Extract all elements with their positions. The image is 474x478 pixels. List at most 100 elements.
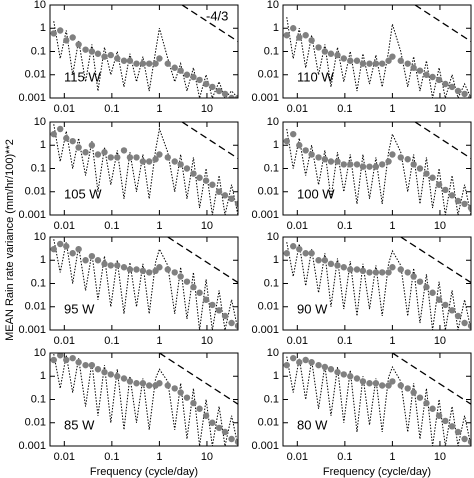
reference-slope-line <box>181 122 238 160</box>
spectrum-point <box>75 144 82 151</box>
spectrum-point <box>228 195 235 202</box>
y-tick-label: 0.01 <box>258 301 279 313</box>
spectrum-point <box>196 289 203 296</box>
spectrum-point <box>378 161 386 168</box>
spectrum-point <box>372 60 380 67</box>
spectrum-point <box>69 137 76 145</box>
x-tick-label: 1 <box>389 451 395 463</box>
spectrum-point <box>416 165 424 172</box>
spectrum-point <box>435 412 443 419</box>
spectrum-line <box>53 353 238 446</box>
spectrum-point <box>435 181 443 188</box>
spectrum-point <box>94 366 102 373</box>
spectrum-point <box>385 158 392 165</box>
plot-area <box>283 237 471 330</box>
spectrum-point <box>454 312 462 320</box>
x-tick-label: 0.1 <box>104 220 119 232</box>
spectrum-point <box>50 356 57 364</box>
spectrum-point <box>321 156 329 163</box>
spectrum-point <box>107 262 114 269</box>
spectrum-point <box>467 322 471 330</box>
reference-slope-line <box>392 353 471 405</box>
spectrum-point <box>283 250 290 257</box>
spectrum-point <box>353 266 361 273</box>
spectrum-point <box>75 245 82 253</box>
spectrum-point <box>353 375 361 382</box>
spectrum-point <box>126 378 134 385</box>
spectrum-point <box>107 154 114 161</box>
y-tick-label: 10 <box>267 231 279 243</box>
spectrum-point <box>397 266 404 273</box>
spectrum-point <box>215 424 223 432</box>
spectrum-point <box>101 149 108 156</box>
spectrum-point <box>372 269 380 276</box>
spectrum-point <box>209 419 216 426</box>
spectrum-point <box>139 267 147 275</box>
spectrum-point <box>378 382 386 389</box>
spectrum-point <box>334 368 341 376</box>
y-tick-label: 1 <box>273 370 279 382</box>
spectrum-point <box>215 307 223 314</box>
y-axis-label: MEAN Rain rate variance (mm/hr/100)**2 <box>4 139 16 341</box>
panel-label: 100 W <box>297 186 335 201</box>
spectrum-point <box>366 380 373 387</box>
spectrum-point <box>57 240 64 248</box>
spectrum-point <box>366 60 373 67</box>
spectrum-point <box>404 60 411 67</box>
reference-slope-line <box>159 353 238 405</box>
spectrum-point <box>215 87 223 95</box>
spectrum-point <box>359 267 367 275</box>
plot-area <box>50 237 238 330</box>
spectrum-point <box>321 48 329 55</box>
spectrum-point <box>416 67 424 74</box>
spectrum-point <box>442 417 449 425</box>
spectrum-point <box>50 245 57 253</box>
spectrum-point <box>94 257 102 264</box>
spectrum-point <box>429 73 436 81</box>
y-tick-label: 0.01 <box>25 417 46 429</box>
spectrum-point <box>50 30 57 37</box>
spectrum-point <box>82 257 89 264</box>
x-tick-label: 0.1 <box>104 103 119 115</box>
spectrum-point <box>448 307 456 314</box>
spectrum-point <box>107 371 114 378</box>
spectrum-point <box>327 50 335 57</box>
spectrum-point <box>442 301 449 309</box>
y-tick-label: 0.001 <box>18 440 46 452</box>
spectrum-point <box>228 319 235 327</box>
x-tick-label: 0.01 <box>54 103 75 115</box>
spectrum-point <box>454 197 462 205</box>
spectrum-point <box>321 363 329 371</box>
spectrum-point <box>177 389 184 396</box>
spectrum-point <box>359 60 367 67</box>
spectrum-point <box>283 361 290 369</box>
spectrum-point <box>234 322 238 330</box>
spectrum-point <box>340 371 347 378</box>
spectrum-line <box>53 21 238 98</box>
x-tick-label: 0.01 <box>287 103 308 115</box>
spectrum-point <box>202 80 210 88</box>
y-tick-label: 0.1 <box>264 277 279 289</box>
plot-frame <box>282 352 472 447</box>
spectrum-point <box>101 368 108 376</box>
spectrum-point <box>308 250 315 257</box>
plot-area <box>50 122 238 215</box>
spectrum-point <box>164 60 171 67</box>
plot-frame <box>282 4 472 99</box>
y-tick-label: 0.001 <box>18 92 46 104</box>
spectrum-point <box>114 154 121 161</box>
spectrum-point <box>114 55 121 62</box>
spectrum-point <box>461 435 468 443</box>
y-tick-label: 0.1 <box>31 277 46 289</box>
y-tick-label: 0.1 <box>264 393 279 405</box>
spectrum-point <box>378 60 386 67</box>
spectrum-point <box>94 50 102 57</box>
spectrum-point <box>156 264 163 271</box>
spectrum-point <box>366 269 373 276</box>
plot-frame <box>282 121 472 216</box>
panel-label: 115 W <box>64 69 101 84</box>
spectrum-point <box>435 296 443 303</box>
spectrum-point <box>302 356 309 364</box>
y-tick-label: 0.001 <box>18 324 46 336</box>
plot-frame <box>49 352 239 447</box>
